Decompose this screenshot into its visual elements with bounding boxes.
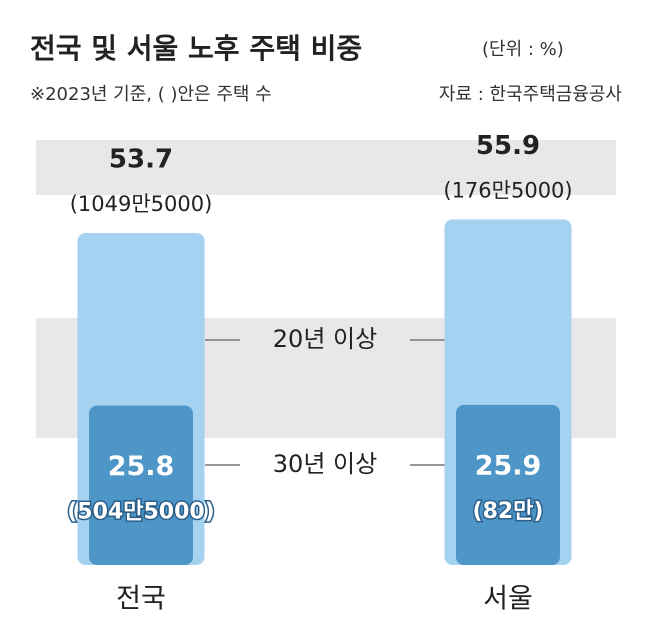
- band: [36, 140, 616, 195]
- value-label: 25.8: [108, 451, 175, 482]
- legend-label: 20년 이상: [273, 325, 377, 353]
- count-label: (82만): [473, 499, 544, 524]
- chart-title: 전국 및 서울 노후 주택 비중: [30, 32, 362, 65]
- bar: [456, 404, 560, 565]
- legend-label: 30년 이상: [273, 450, 377, 478]
- count-label: (176만5000): [443, 178, 572, 202]
- count-label: (504만5000): [67, 499, 215, 524]
- count-label: (1049만5000): [70, 192, 213, 216]
- x-tick-label: 전국: [116, 584, 166, 615]
- source: 자료 : 한국주택금융공사: [439, 84, 623, 105]
- x-tick-label: 서울: [483, 584, 533, 615]
- unit: (단위 : %): [482, 39, 564, 60]
- bar: [89, 405, 193, 565]
- value-label: 55.9: [476, 131, 540, 161]
- value-label: 25.9: [475, 450, 542, 481]
- value-label: 53.7: [109, 144, 173, 174]
- note: ※2023년 기준, ( )안은 주택 수: [30, 84, 272, 105]
